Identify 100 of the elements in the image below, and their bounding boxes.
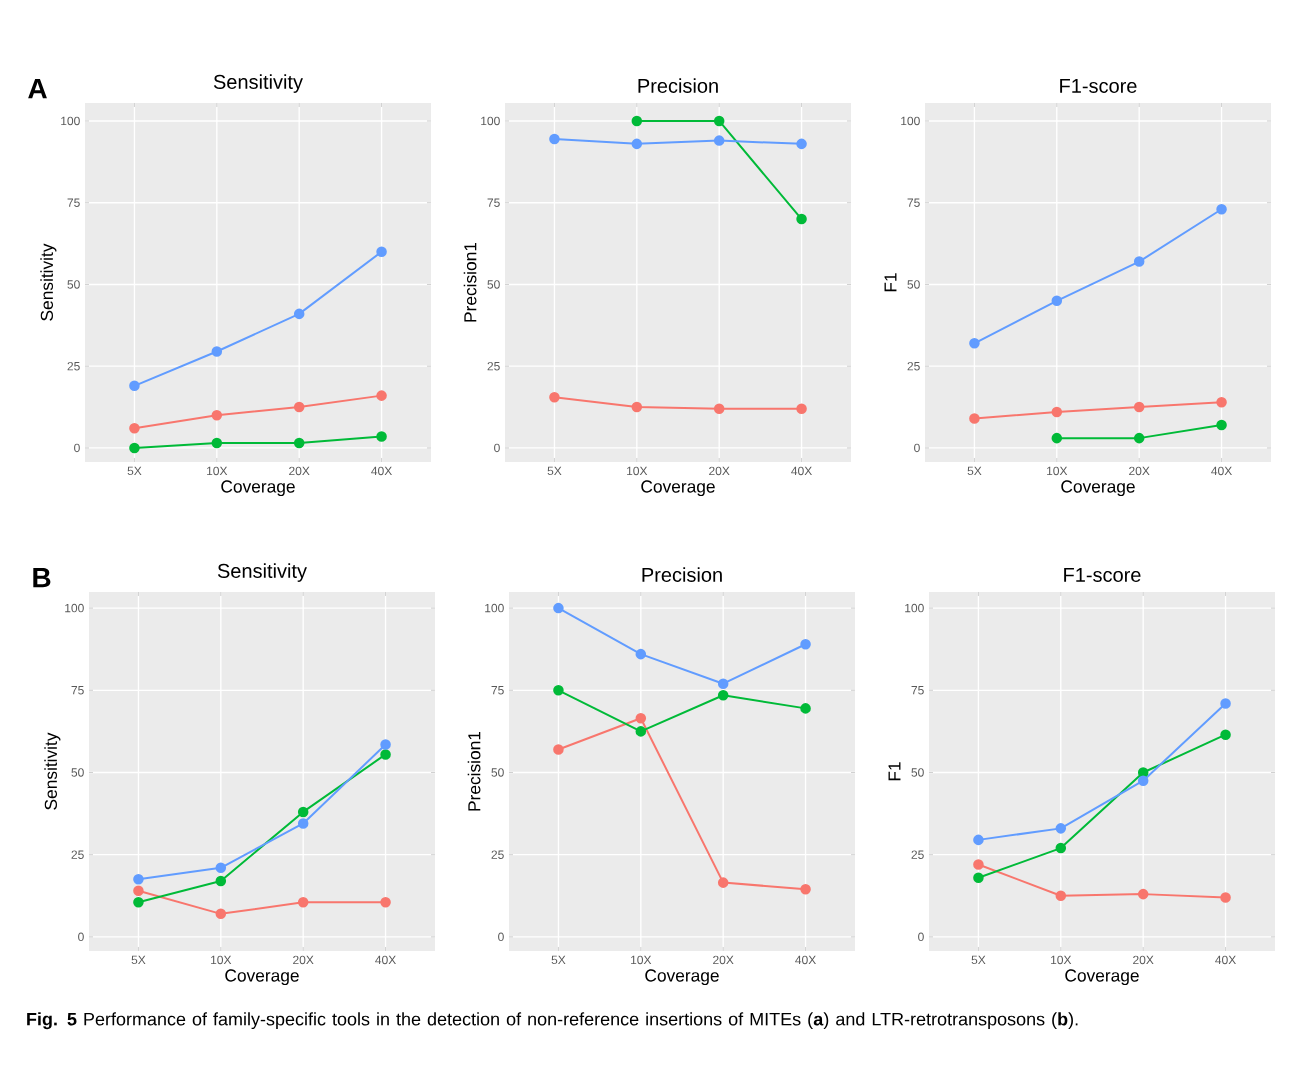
- y-axis-title: F1: [884, 273, 897, 292]
- x-tick-label: 10X: [627, 466, 648, 476]
- text: A: [28, 79, 47, 99]
- point: [1220, 729, 1231, 740]
- y-tick-label: 50: [67, 280, 80, 289]
- point: [297, 806, 309, 818]
- chart-title: F1-score: [1064, 568, 1141, 582]
- y-tick-label: 25: [907, 361, 920, 371]
- text: B: [33, 568, 51, 588]
- y-tick-label: 25: [487, 361, 500, 371]
- point: [635, 726, 647, 737]
- x-tick-label: 5X: [127, 466, 142, 476]
- point: [1216, 203, 1227, 215]
- y-tick-label: 75: [67, 198, 80, 207]
- point: [969, 413, 980, 424]
- x-tick-label: 20X: [293, 955, 314, 965]
- x-tick-label: 40X: [1215, 955, 1236, 965]
- chart-title: Sensitivity: [213, 74, 303, 93]
- y-tick-label: 25: [911, 850, 924, 859]
- point: [293, 437, 305, 449]
- x-tick-label: 40X: [795, 955, 816, 965]
- point: [380, 739, 391, 750]
- point: [380, 749, 391, 760]
- x-tick-label: 40X: [371, 466, 392, 476]
- x-tick-label: 10X: [207, 466, 228, 476]
- point: [211, 437, 223, 449]
- point: [553, 744, 564, 755]
- point: [631, 115, 643, 127]
- y-tick-label: 100: [485, 603, 504, 613]
- y-tick-label: 75: [907, 198, 920, 207]
- point: [1133, 401, 1145, 413]
- x-axis-title: Coverage: [1065, 969, 1139, 986]
- point: [211, 346, 223, 357]
- x-axis-title: Coverage: [1061, 480, 1135, 497]
- point: [133, 885, 144, 897]
- point: [293, 401, 305, 413]
- point: [973, 859, 984, 870]
- point: [1133, 432, 1145, 444]
- point: [969, 338, 980, 349]
- point: [380, 897, 391, 908]
- y-tick-label: 50: [907, 280, 920, 289]
- x-tick-label: 40X: [375, 955, 396, 965]
- point: [717, 689, 729, 701]
- point: [1220, 892, 1231, 903]
- y-tick-label: 25: [491, 850, 504, 859]
- point: [800, 639, 811, 650]
- point: [297, 818, 309, 829]
- point: [211, 409, 223, 421]
- y-tick-label: 25: [67, 361, 80, 371]
- x-tick-label: 40X: [791, 466, 812, 476]
- x-tick-label: 10X: [211, 955, 232, 965]
- point: [1055, 842, 1067, 854]
- y-tick-label: 25: [71, 850, 84, 859]
- y-tick-label: 50: [71, 768, 84, 777]
- point: [631, 401, 643, 413]
- y-tick-label: 0: [498, 932, 504, 942]
- point: [133, 874, 144, 885]
- y-tick-label: 75: [911, 686, 924, 695]
- y-tick-label: 75: [487, 198, 500, 207]
- point: [713, 115, 725, 127]
- y-tick-label: 0: [494, 443, 500, 453]
- point: [717, 678, 729, 689]
- x-axis-title: Coverage: [645, 969, 719, 986]
- y-axis-title: Sensitivity: [40, 243, 57, 321]
- point: [376, 431, 387, 442]
- point: [973, 834, 984, 846]
- y-axis-title: Sensitivity: [44, 732, 61, 810]
- point: [129, 442, 140, 454]
- chart-title: Precision: [638, 78, 718, 93]
- point: [1055, 890, 1067, 902]
- point: [635, 712, 647, 724]
- point: [635, 648, 647, 660]
- x-tick-label: 10X: [1051, 955, 1072, 965]
- point: [215, 908, 227, 920]
- point: [1133, 256, 1145, 267]
- y-tick-label: 75: [71, 686, 84, 695]
- point: [376, 390, 387, 401]
- y-tick-label: 50: [491, 768, 504, 777]
- point: [549, 391, 560, 403]
- point: [1051, 406, 1063, 418]
- x-axis-title: Coverage: [641, 480, 715, 497]
- y-axis-title: Precision1: [463, 242, 477, 322]
- point: [717, 877, 729, 888]
- y-tick-label: 100: [481, 116, 500, 126]
- point: [800, 703, 811, 714]
- point: [1216, 419, 1227, 431]
- x-tick-label: 40X: [1211, 466, 1232, 476]
- y-tick-label: 0: [74, 443, 80, 453]
- chart-title: Sensitivity: [217, 563, 307, 582]
- x-tick-label: 20X: [709, 466, 730, 476]
- point: [1051, 432, 1063, 444]
- x-tick-label: 5X: [967, 466, 982, 476]
- x-axis-title: Coverage: [221, 480, 295, 497]
- point: [133, 897, 144, 908]
- x-tick-label: 10X: [1047, 466, 1068, 476]
- point: [1051, 295, 1063, 307]
- point: [1055, 823, 1067, 834]
- point: [129, 423, 140, 434]
- y-axis-title: F1: [888, 762, 901, 781]
- point: [293, 308, 305, 320]
